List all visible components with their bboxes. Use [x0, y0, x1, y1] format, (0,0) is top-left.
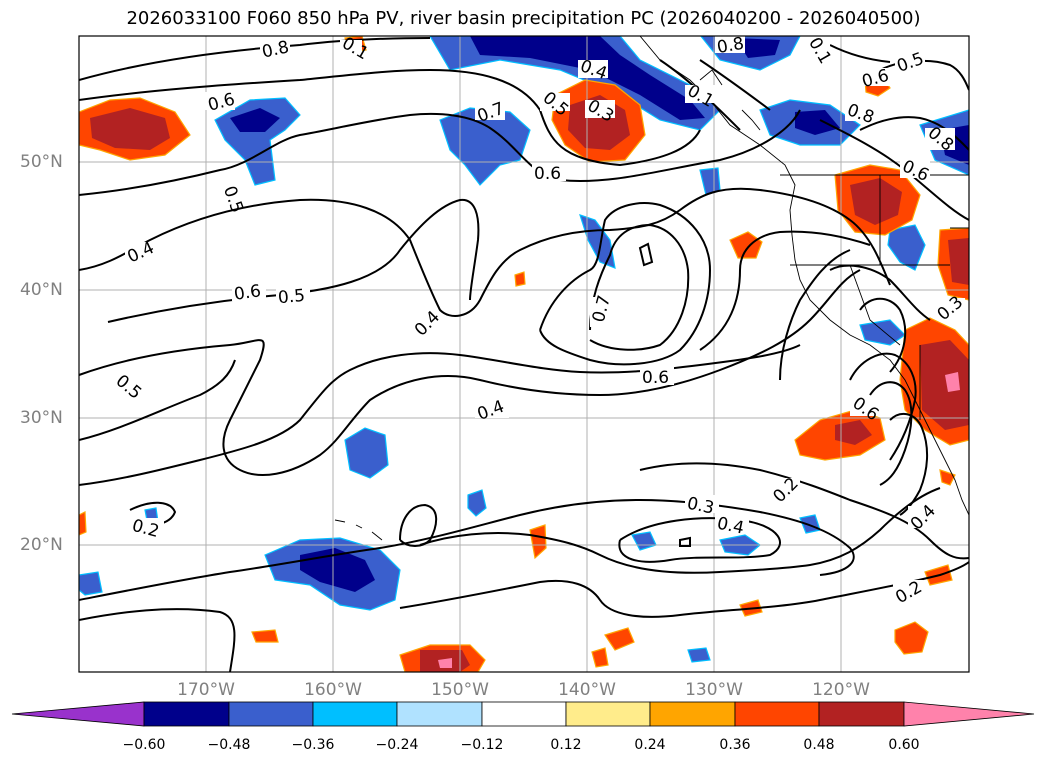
colorbar-tick-label: −0.48 — [207, 737, 251, 753]
colorbar-tick-label: 0.60 — [888, 737, 920, 753]
colorbar-bin — [228, 701, 314, 727]
contour-label: 0.6 — [534, 164, 561, 184]
lat-label: 30°N — [20, 408, 63, 428]
map-title: 2026033100 F060 850 hPa PV, river basin … — [126, 8, 921, 29]
colorbar-extend-min — [11, 701, 145, 727]
lon-label: 130°W — [685, 680, 743, 700]
lat-label: 20°N — [20, 535, 63, 555]
lat-label: 50°N — [20, 152, 63, 172]
colorbar-tick-label: 0.48 — [803, 737, 835, 753]
colorbar-tick-label: 0.24 — [634, 737, 666, 753]
colorbar-tick-label: −0.36 — [291, 737, 335, 753]
colorbar-bin — [143, 701, 230, 727]
lon-label: 120°W — [812, 680, 870, 700]
positive-precip-core — [90, 95, 969, 672]
colorbar-bin — [818, 701, 905, 727]
contour-label-backgrounds — [113, 36, 965, 602]
colorbar-tick-label: −0.12 — [460, 737, 504, 753]
lon-label: 140°W — [558, 680, 616, 700]
colorbar-bin — [649, 701, 736, 727]
positive-precip-peak — [438, 372, 960, 668]
colorbar-tick-label: −0.60 — [122, 737, 166, 753]
colorbar — [11, 701, 1035, 727]
contour-label: 0.8 — [715, 34, 745, 58]
plot-frame — [78, 35, 970, 673]
lon-label: 170°W — [177, 680, 235, 700]
coastlines — [334, 36, 969, 541]
contour-label: 0.6 — [642, 368, 669, 388]
lon-label: 160°W — [304, 680, 362, 700]
colorbar-tick-label: −0.24 — [375, 737, 419, 753]
colorbar-bin — [396, 701, 483, 727]
contour-label: 0.6 — [233, 281, 263, 305]
lon-label: 150°W — [431, 680, 489, 700]
lat-label: 40°N — [20, 280, 63, 300]
colorbar-extend-max — [903, 701, 1035, 727]
colorbar-bin — [312, 701, 398, 727]
colorbar-bin — [734, 701, 820, 727]
colorbar-tick-label: 0.36 — [719, 737, 751, 753]
colorbar-bin — [481, 701, 567, 727]
contour-label: 0.5 — [277, 286, 306, 308]
colorbar-tick-label: 0.12 — [550, 737, 582, 753]
colorbar-bin — [565, 701, 651, 727]
